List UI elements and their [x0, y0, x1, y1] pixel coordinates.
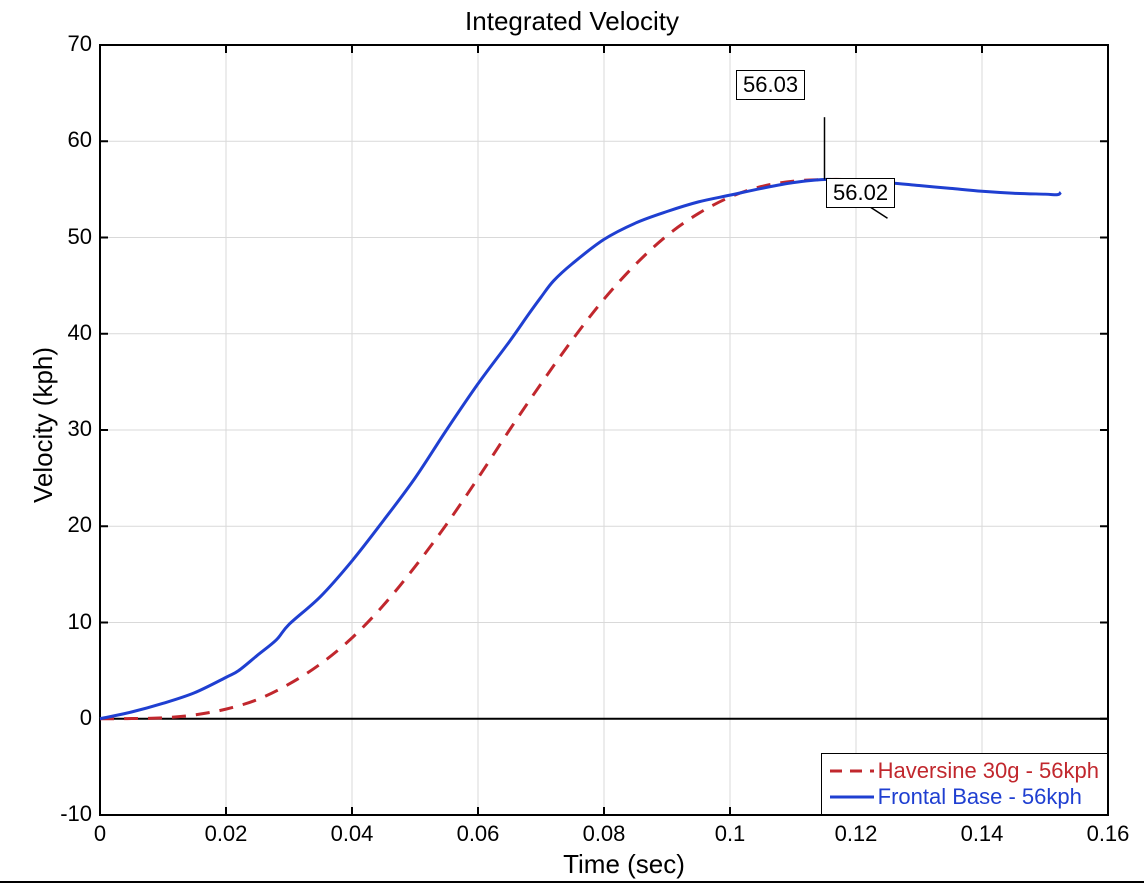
y-tick-label: 70	[68, 31, 92, 57]
chart-container: Integrated Velocity Velocity (kph) Time …	[0, 0, 1144, 888]
legend: Haversine 30g - 56kphFrontal Base - 56kp…	[821, 753, 1108, 815]
x-tick-label: 0.06	[448, 821, 508, 847]
x-tick-label: 0.02	[196, 821, 256, 847]
x-axis-label: Time (sec)	[524, 849, 724, 880]
bottom-rule	[0, 881, 1144, 883]
legend-label: Haversine 30g - 56kph	[878, 758, 1099, 784]
x-tick-label: 0.14	[952, 821, 1012, 847]
y-axis-label: Velocity (kph)	[28, 325, 59, 525]
legend-swatch	[830, 761, 874, 781]
legend-item: Haversine 30g - 56kph	[830, 758, 1099, 784]
x-tick-label: 0.1	[700, 821, 760, 847]
x-tick-label: 0.12	[826, 821, 886, 847]
x-tick-label: 0.08	[574, 821, 634, 847]
legend-swatch	[830, 787, 874, 807]
y-tick-label: -10	[60, 801, 92, 827]
y-tick-label: 30	[68, 416, 92, 442]
y-tick-label: 10	[68, 609, 92, 635]
y-tick-label: 50	[68, 224, 92, 250]
y-tick-label: 20	[68, 512, 92, 538]
y-tick-label: 0	[80, 705, 92, 731]
y-tick-label: 40	[68, 320, 92, 346]
legend-label: Frontal Base - 56kph	[878, 784, 1082, 810]
callout: 56.03	[736, 70, 805, 100]
x-tick-label: 0.16	[1078, 821, 1138, 847]
y-tick-label: 60	[68, 127, 92, 153]
x-tick-label: 0.04	[322, 821, 382, 847]
legend-item: Frontal Base - 56kph	[830, 784, 1099, 810]
series-frontal	[100, 179, 1061, 718]
callout: 56.02	[826, 178, 895, 208]
